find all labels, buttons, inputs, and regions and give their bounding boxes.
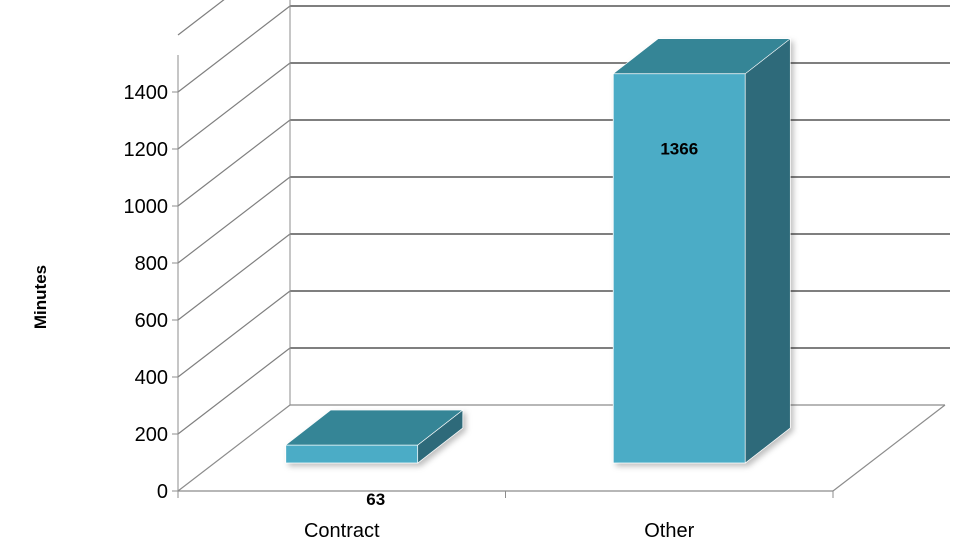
y-axis-title: Minutes xyxy=(31,265,50,329)
bar-front xyxy=(285,444,419,464)
category-label: Contract xyxy=(304,520,380,542)
y-tick-labels: 0 200 400 600 800 1000 1200 1400 xyxy=(124,82,178,503)
y-tick-label: 400 xyxy=(135,367,168,389)
gridline-side xyxy=(177,62,291,150)
data-label: 1366 xyxy=(660,140,698,159)
y-tick-label: 200 xyxy=(135,424,168,446)
bars xyxy=(284,38,792,464)
y-tick-label: 800 xyxy=(135,253,168,275)
category-label: Other xyxy=(644,520,694,542)
gridline-side xyxy=(177,176,291,264)
gridlines xyxy=(177,0,950,492)
axes xyxy=(177,0,946,498)
data-labels: 63 1366 xyxy=(366,140,698,509)
category-labels: Contract Other xyxy=(304,520,695,542)
bar-front xyxy=(612,73,746,464)
y-tick-label: 600 xyxy=(135,310,168,332)
floor-right-edge xyxy=(832,404,946,492)
bar-top xyxy=(284,409,464,446)
gridline-side xyxy=(177,0,225,36)
y-tick-label: 1400 xyxy=(124,82,169,104)
gridline-side xyxy=(177,119,291,207)
y-tick-label: 1000 xyxy=(124,196,169,218)
gridline-side xyxy=(177,347,291,435)
bar-other xyxy=(612,38,792,464)
bar-side xyxy=(744,38,791,464)
gridline-side xyxy=(177,5,291,93)
y-tick-label: 1200 xyxy=(124,139,169,161)
gridline-side xyxy=(177,290,291,378)
gridline-side xyxy=(177,233,291,321)
data-label: 63 xyxy=(366,490,385,509)
gridline-side xyxy=(177,404,291,492)
bar-top xyxy=(612,38,792,74)
y-tick-label: 0 xyxy=(157,481,168,503)
bar-contract xyxy=(284,409,464,464)
